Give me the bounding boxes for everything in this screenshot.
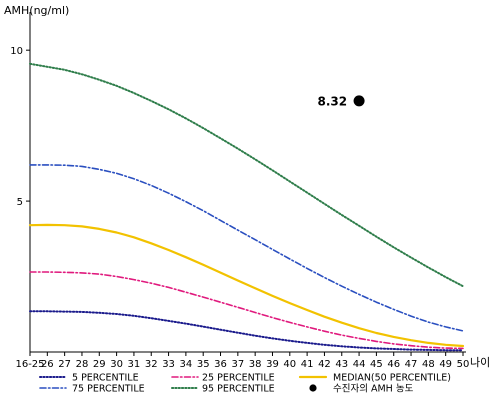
x-tick-label: 28 [76,359,89,370]
point-layer: 8.32 [317,94,365,108]
series-line [29,62,464,288]
x-tick-label: 31 [128,359,141,370]
legend-label: MEDIAN(50 PERCENTILE) [333,373,451,384]
x-tick-label: 40 [283,359,296,370]
y-axis-title: AMH(ng/ml) [4,4,69,17]
x-tick-label: 47 [405,359,418,370]
series-layer [28,62,465,352]
x-tick-label: 49 [439,359,452,370]
x-tick-label: 38 [249,359,262,370]
legend-label: 수진자의 AMH 농도 [333,384,414,395]
series-line [29,271,464,350]
x-tick-label: 46 [387,359,400,370]
x-axis-title: 나이 [470,356,490,369]
legend-label: 75 PERCENTILE [72,384,145,395]
legend-label: 25 PERCENTILE [202,373,275,384]
series-line [28,223,465,348]
y-tick-label: 10 [10,46,23,57]
x-tick-label: 42 [318,359,331,370]
x-tick-label: 30 [110,359,123,370]
legend-label: 95 PERCENTILE [202,384,275,395]
y-tick-label: 5 [17,197,23,208]
x-tick-label: 26 [41,359,54,370]
x-tick-label: 35 [197,359,210,370]
patient-amh-point [353,95,365,107]
x-tick-label: 41 [301,359,314,370]
x-tick-label: 29 [93,359,106,370]
legend-point-swatch [309,384,317,392]
x-tick-label: 50 [457,359,470,370]
x-tick-label: 48 [422,359,435,370]
x-tick-label: 34 [180,359,193,370]
x-tick-label: 44 [353,359,366,370]
x-tick-label: 27 [58,359,71,370]
series-line [29,164,464,332]
x-tick-label: 37 [231,359,244,370]
series-line [29,310,464,352]
x-tick-label: 45 [370,359,383,370]
x-tick-label: 43 [335,359,348,370]
x-tick-label: 39 [266,359,279,370]
x-tick-label: 16-25 [15,359,44,370]
legend: 5 PERCENTILE 25 PERCENTILE MEDIAN(50 PERCE… [39,373,451,395]
x-tick-label: 36 [214,359,227,370]
x-tick-label: 32 [145,359,158,370]
legend-label: 5 PERCENTILE [72,373,139,384]
patient-amh-label: 8.32 [317,94,347,108]
x-tick-label: 33 [162,359,175,370]
